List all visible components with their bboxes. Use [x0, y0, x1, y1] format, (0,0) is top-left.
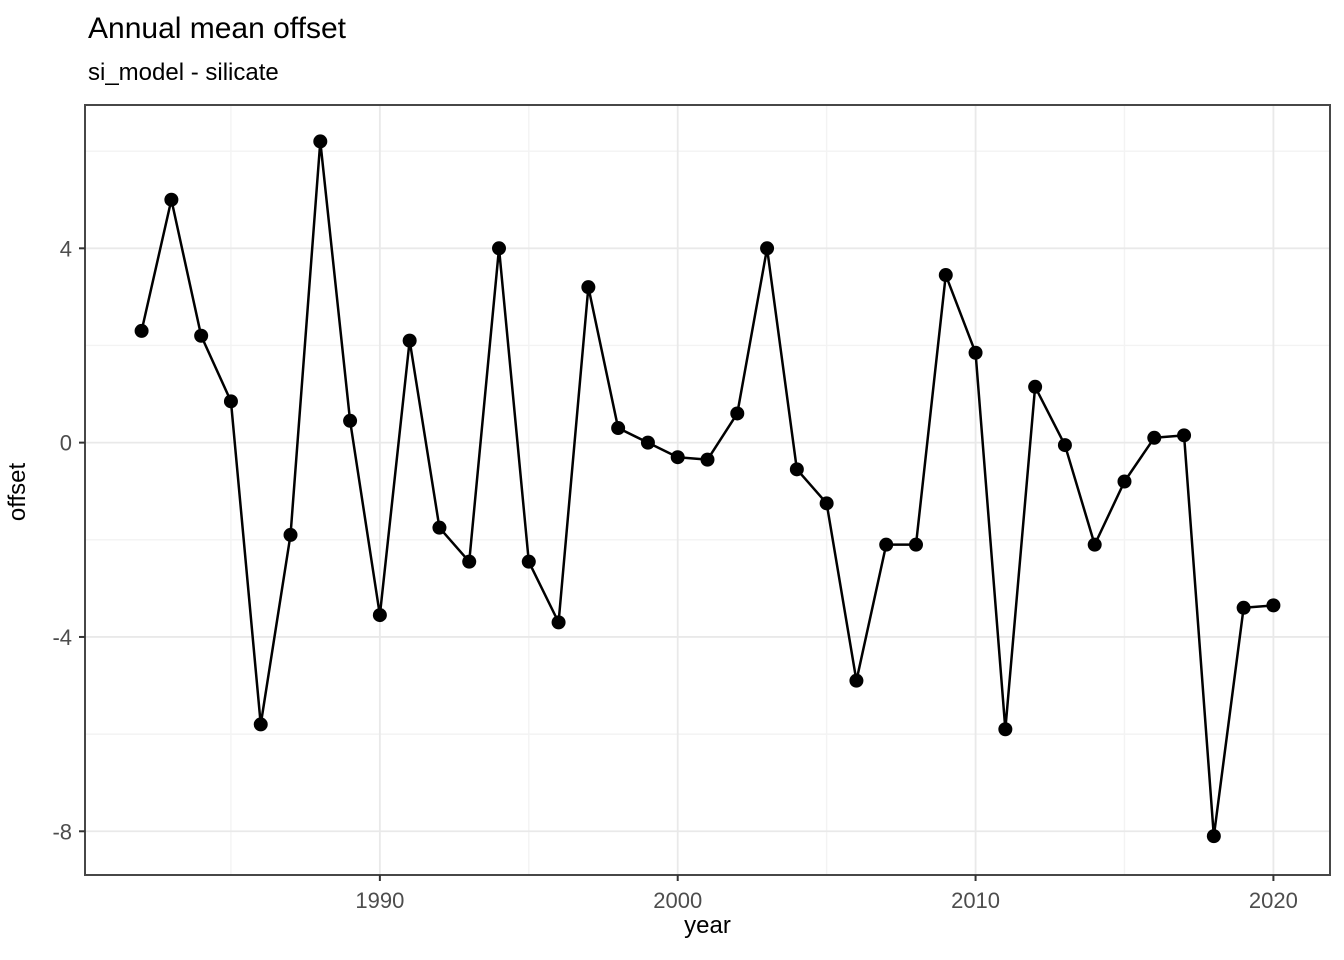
- data-point: [908, 537, 923, 552]
- data-point: [1117, 474, 1132, 489]
- plot-panel: [85, 105, 1330, 875]
- data-point: [1206, 829, 1221, 844]
- x-tick-label: 2010: [951, 888, 1000, 913]
- data-point: [968, 345, 983, 360]
- data-point: [1236, 600, 1251, 615]
- data-point: [1266, 598, 1281, 613]
- data-point: [1177, 428, 1192, 443]
- data-point: [283, 527, 298, 542]
- data-point: [700, 452, 715, 467]
- data-point: [640, 435, 655, 450]
- data-point: [849, 673, 864, 688]
- data-point: [1028, 379, 1043, 394]
- data-point: [1087, 537, 1102, 552]
- y-axis-title: offset: [4, 462, 31, 522]
- x-tick-label: 1990: [355, 888, 404, 913]
- data-point: [819, 496, 834, 511]
- data-point: [164, 192, 179, 207]
- y-tick-label: 4: [60, 236, 72, 261]
- y-tick-label: -8: [52, 819, 72, 844]
- data-point: [134, 323, 149, 338]
- data-point: [611, 421, 626, 436]
- data-point: [313, 134, 328, 149]
- chart-subtitle: si_model - silicate: [88, 59, 279, 86]
- y-tick-label: -4: [52, 625, 72, 650]
- data-point: [1147, 430, 1162, 445]
- data-point: [789, 462, 804, 477]
- data-point: [730, 406, 745, 421]
- data-point: [343, 413, 358, 428]
- data-point: [223, 394, 238, 409]
- x-tick-label: 2020: [1249, 888, 1298, 913]
- panel-border: [84, 104, 1331, 876]
- x-tick-label: 2000: [653, 888, 702, 913]
- data-point: [581, 280, 596, 295]
- y-tick-label: 0: [60, 431, 72, 456]
- data-point: [938, 268, 953, 283]
- data-point: [402, 333, 417, 348]
- data-point: [432, 520, 447, 535]
- data-point: [492, 241, 507, 256]
- data-point: [551, 615, 566, 630]
- data-point: [760, 241, 775, 256]
- data-point: [670, 450, 685, 465]
- data-point: [372, 608, 387, 623]
- data-point: [521, 554, 536, 569]
- data-point: [879, 537, 894, 552]
- data-point: [998, 722, 1013, 737]
- data-point: [253, 717, 268, 732]
- data-point: [462, 554, 477, 569]
- data-point: [1057, 438, 1072, 453]
- data-point: [194, 328, 209, 343]
- x-axis-title: year: [684, 912, 731, 939]
- chart-title: Annual mean offset: [88, 12, 346, 45]
